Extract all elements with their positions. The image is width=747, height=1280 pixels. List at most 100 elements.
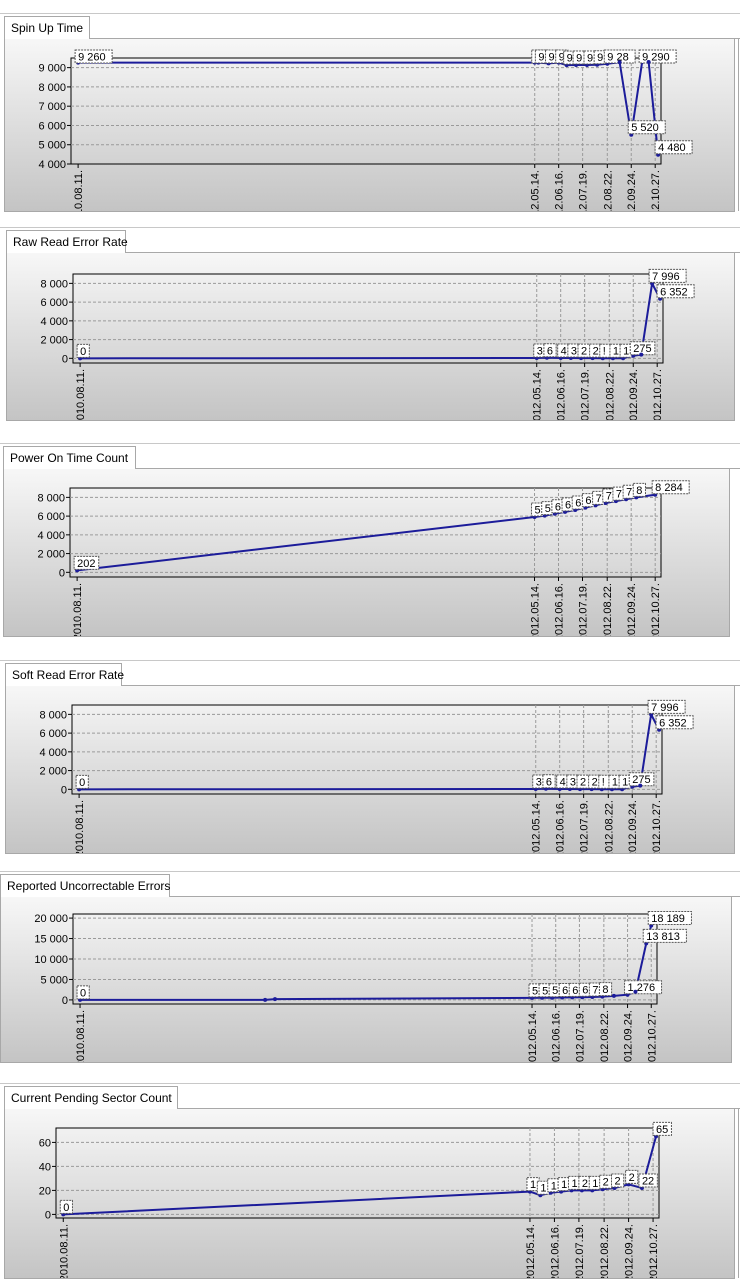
data-label-text: 3 xyxy=(570,777,576,789)
x-tick-label: 2012.05.14. xyxy=(530,170,542,211)
y-tick-label: 8 000 xyxy=(39,709,67,721)
tab-strip-line xyxy=(120,685,740,686)
data-label: 4 480 xyxy=(654,140,693,155)
data-label-box xyxy=(76,343,90,358)
y-tick-label: 4 000 xyxy=(38,159,66,171)
data-label-text: 7 xyxy=(606,490,612,502)
data-label-text: 5 520 xyxy=(631,122,659,134)
tab-spin-up-time[interactable]: Spin Up Time xyxy=(4,16,90,39)
x-tick-label: 2012.06.16. xyxy=(556,369,568,420)
x-tick-label: 2012.09.24. xyxy=(624,1224,636,1278)
data-label-box xyxy=(611,1173,625,1188)
data-label-text: 5 xyxy=(542,985,548,997)
data-label: 18 189 xyxy=(647,910,692,925)
data-label: 1 276 xyxy=(624,980,663,995)
y-tick-label: 2 000 xyxy=(39,766,67,778)
x-tick-label: 2012.07.19. xyxy=(580,369,592,420)
chart-panel-1: Spin Up Time 4 000 5 000 6 000 7 000 8 000 9 0… xyxy=(0,13,747,213)
data-label-box xyxy=(656,284,695,299)
x-tick-label: 2012.10.27. xyxy=(648,1224,660,1278)
data-label-text: 9 xyxy=(549,52,555,64)
x-tick-label: 2012.07.19. xyxy=(578,170,590,211)
x-tick-label: 2012.09.24. xyxy=(626,170,638,211)
x-tick-label: 2010.08.11. xyxy=(75,1010,87,1062)
data-label-text: 0 xyxy=(80,987,86,999)
data-label-text: 5 xyxy=(545,503,551,515)
tab-strip-line xyxy=(176,1108,740,1109)
x-tick-label: 2012.09.24. xyxy=(627,800,639,853)
data-point xyxy=(263,997,268,1002)
x-tick-label: 2012.06.16. xyxy=(554,170,566,211)
y-tick-label: 15 000 xyxy=(34,934,68,946)
y-tick-label: 6 000 xyxy=(37,511,65,523)
data-label-text: 2 xyxy=(603,1177,609,1189)
x-tick-label: 2010.08.11. xyxy=(75,369,87,420)
data-label: 9 28 xyxy=(603,49,636,64)
tab-raw-read-error-rate[interactable]: Raw Read Error Rate xyxy=(6,230,128,253)
data-label-box xyxy=(625,1169,639,1184)
tab-current-pending-sector-count[interactable]: Current Pending Sector Count xyxy=(4,1086,178,1109)
side-panel-edge xyxy=(738,1109,747,1278)
x-tick-label: 2012.09.24. xyxy=(626,583,638,636)
data-label: 22 xyxy=(638,1173,658,1188)
y-tick-label: 6 000 xyxy=(38,120,66,132)
data-label-text: 3 xyxy=(537,346,543,358)
chart-area: 0 20 40 60 2010.08.11. 2012.05.14. 2012.06.16.… xyxy=(4,1108,735,1279)
chart-panel-2: Raw Read Error Rate 0 2 000 4 000 6 000 8 000… xyxy=(0,227,747,422)
data-label-box xyxy=(642,928,687,943)
x-tick-label: 2012.06.16. xyxy=(549,1224,561,1278)
data-label-text: 13 813 xyxy=(646,931,680,943)
tab-strip-line xyxy=(88,38,740,39)
data-label-box xyxy=(655,715,694,730)
y-tick-label: 0 xyxy=(61,784,67,796)
chart-panel-4: Soft Read Error Rate 0 2 000 4 000 6 000 8 00… xyxy=(0,660,747,855)
data-label-text: 0 xyxy=(80,346,86,358)
tab-power-on-time-count[interactable]: Power On Time Count xyxy=(3,446,136,469)
data-label-box xyxy=(598,982,613,997)
data-label-text: 7 xyxy=(592,984,598,996)
data-label: 6 xyxy=(542,774,556,789)
y-tick-label: 0 xyxy=(59,567,65,579)
data-label-box xyxy=(647,910,692,925)
panel-divider xyxy=(0,1083,740,1084)
data-label-box xyxy=(74,49,113,64)
data-label-text: 6 xyxy=(555,501,561,513)
data-label-text: 1 xyxy=(592,1178,598,1190)
data-label: 2 xyxy=(625,1169,639,1184)
data-label-text: 8 284 xyxy=(655,482,683,494)
x-tick-label: 2010.08.11. xyxy=(73,170,85,211)
data-label-box xyxy=(638,49,677,64)
data-label-box xyxy=(603,49,636,64)
data-label: 202 xyxy=(73,555,100,570)
data-point xyxy=(646,60,651,65)
x-tick-label: 2012.05.14. xyxy=(530,583,542,636)
data-point xyxy=(617,60,622,65)
data-point xyxy=(638,783,643,788)
data-label-text: 0 xyxy=(79,777,85,789)
plot-frame xyxy=(70,57,662,165)
data-label-text: 6 xyxy=(562,985,568,997)
data-label-text: ! xyxy=(603,346,606,358)
data-label-text: 9 260 xyxy=(78,52,106,64)
data-label-text: 8 xyxy=(602,984,608,996)
x-tick-label: 2010.08.11. xyxy=(72,583,84,636)
tab-reported-uncorrectable-errors[interactable]: Reported Uncorrectable Errors xyxy=(0,874,170,897)
x-tick-label: 2012.05.14. xyxy=(531,800,543,853)
data-label-text: 2 xyxy=(581,346,587,358)
data-label-text: 3 xyxy=(536,777,542,789)
data-label: 2 xyxy=(577,343,591,358)
y-tick-label: 8 000 xyxy=(38,82,66,94)
data-label: 275 xyxy=(629,341,656,356)
y-tick-label: 7 000 xyxy=(38,101,66,113)
data-label: 0 xyxy=(76,985,90,1000)
data-label-text: 4 xyxy=(560,776,566,788)
y-tick-label: 8 000 xyxy=(40,278,68,290)
data-label-text: 4 xyxy=(561,345,567,357)
data-label-text: 1 xyxy=(561,1179,567,1191)
tab-soft-read-error-rate[interactable]: Soft Read Error Rate xyxy=(5,663,124,686)
series-line xyxy=(78,61,660,155)
data-label-text: 2 xyxy=(629,1172,635,1184)
x-tick-label: 2012.06.16. xyxy=(555,800,567,853)
data-point xyxy=(639,352,644,357)
